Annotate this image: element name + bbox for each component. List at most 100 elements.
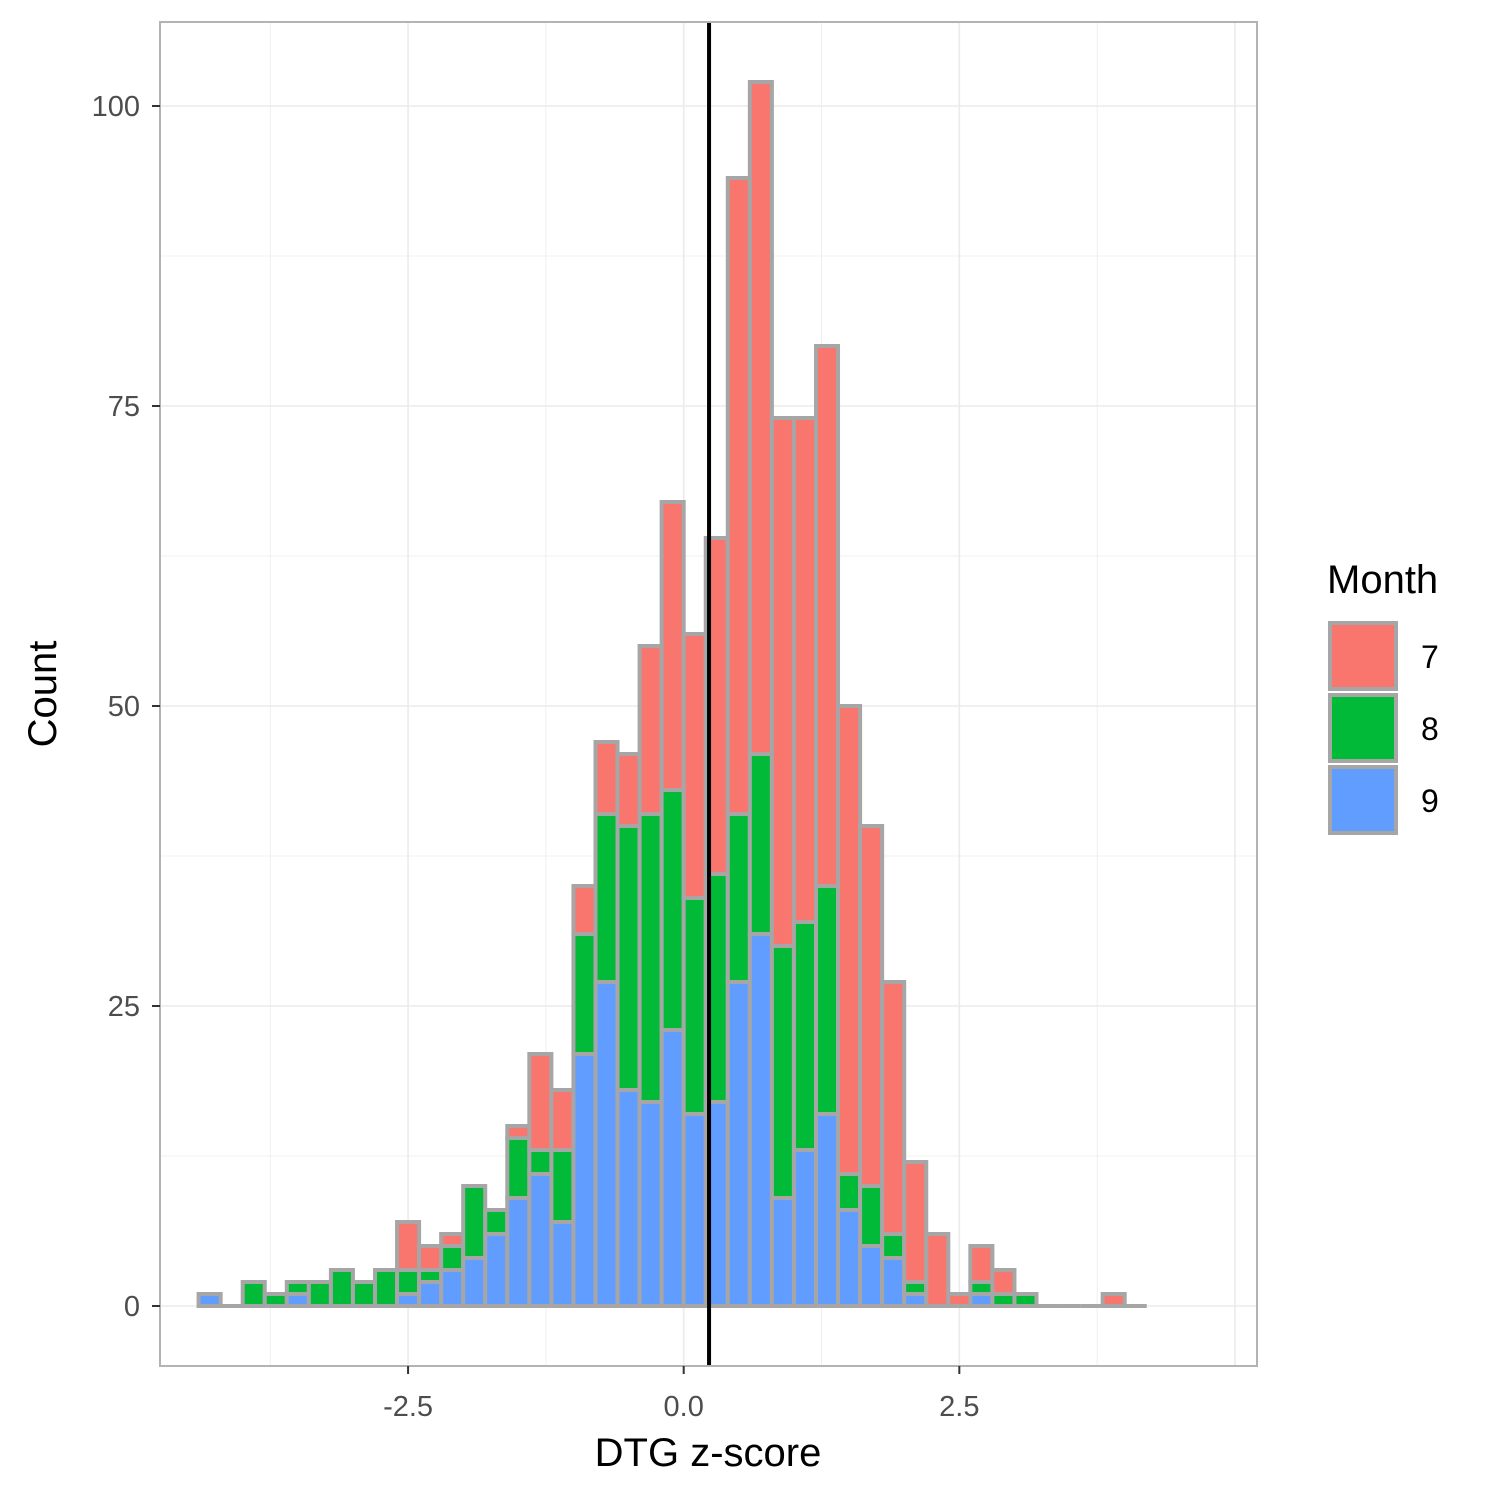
x-axis-title: DTG z-score (595, 1431, 822, 1475)
bar-month-8 (880, 1232, 907, 1260)
bar-month-7 (1100, 1292, 1127, 1308)
plot-panel-border (159, 21, 1258, 1367)
bar-month-8 (615, 824, 642, 1092)
x-tick-label: 2.5 (939, 1391, 979, 1423)
y-tick-label: 75 (108, 391, 140, 423)
bar-month-7 (571, 884, 598, 936)
bar-month-8 (659, 788, 686, 1032)
bar-month-7 (880, 980, 907, 1236)
bar-month-7 (924, 1232, 951, 1308)
bar-month-9 (593, 980, 620, 1308)
bar-month-7 (769, 416, 796, 948)
y-axis-ticks: 0 25 50 75 100 (92, 91, 160, 1323)
bar-month-8 (791, 920, 818, 1152)
bar-month-8 (483, 1208, 510, 1236)
bar-month-9 (725, 980, 752, 1308)
bar-month-8 (813, 884, 841, 1116)
bar-month-8 (769, 944, 796, 1200)
bar-month-9 (615, 1088, 642, 1308)
bar-month-8 (350, 1280, 377, 1308)
bar-month-8 (747, 752, 774, 936)
bar-month-9 (461, 1256, 488, 1308)
bar-month-9 (549, 1220, 576, 1308)
legend-label: 7 (1421, 639, 1439, 675)
bar-month-9 (483, 1232, 510, 1308)
bar-month-8 (593, 812, 620, 984)
x-tick-label: 0.0 (664, 1391, 704, 1423)
bar-month-7 (858, 824, 885, 1188)
bar-month-8 (328, 1268, 355, 1308)
bar-month-7 (395, 1220, 422, 1272)
bar-month-7 (747, 80, 774, 756)
bar-month-9 (791, 1148, 818, 1308)
bar-month-7 (615, 752, 642, 828)
y-tick-label: 0 (124, 1291, 140, 1323)
bar-month-7 (417, 1244, 444, 1272)
x-axis-ticks: -2.5 0.0 2.5 (383, 1366, 979, 1423)
y-tick-label: 50 (108, 691, 140, 723)
y-tick-label: 100 (92, 91, 140, 123)
bar-month-8 (505, 1136, 532, 1200)
bar-month-7 (946, 1292, 973, 1308)
legend-title: Month (1327, 558, 1438, 602)
bar-month-9 (747, 932, 774, 1308)
bar-month-7 (791, 416, 818, 924)
bar-month-9 (505, 1196, 532, 1308)
bar-month-7 (725, 176, 752, 816)
bar-month-8 (306, 1280, 333, 1308)
bar-month-9 (659, 1028, 686, 1308)
bar-month-8 (262, 1292, 289, 1308)
bar-month-8 (836, 1172, 863, 1212)
bar-month-7 (681, 632, 708, 900)
bar-month-9 (681, 1112, 708, 1308)
bar-month-8 (571, 932, 598, 1056)
bar-month-7 (505, 1124, 532, 1140)
bar-month-9 (439, 1268, 466, 1308)
bar-month-8 (439, 1244, 466, 1272)
bar-month-7 (902, 1160, 929, 1284)
bar-month-8 (1012, 1292, 1039, 1308)
bar-month-8 (549, 1148, 576, 1224)
bar-month-9 (417, 1280, 444, 1308)
bar-month-7 (439, 1232, 466, 1248)
bar-month-7 (968, 1244, 995, 1284)
bar-month-9 (196, 1292, 223, 1308)
bar-month-7 (990, 1268, 1017, 1296)
bar-month-9 (858, 1244, 885, 1308)
legend-key-month-8 (1328, 693, 1398, 763)
bar-month-7 (637, 644, 664, 816)
bar-month-8 (284, 1280, 311, 1296)
bar-month-9 (813, 1112, 841, 1308)
bar-month-9 (769, 1196, 796, 1308)
bar-month-7 (527, 1052, 554, 1152)
bar-month-9 (836, 1208, 863, 1308)
bar-month-8 (527, 1148, 554, 1176)
bar-month-8 (637, 812, 664, 1104)
bar-month-9 (527, 1172, 554, 1308)
bar-month-8 (858, 1184, 885, 1248)
legend-key-month-7 (1328, 621, 1398, 691)
legend-key-month-9 (1328, 765, 1398, 835)
bar-month-7 (549, 1088, 576, 1152)
bar-month-8 (372, 1268, 400, 1308)
bar-month-9 (571, 1052, 598, 1308)
y-axis-title: Count (21, 641, 65, 748)
bar-month-8 (725, 812, 752, 984)
bar-month-7 (813, 344, 841, 888)
y-tick-label: 25 (108, 991, 140, 1023)
bar-month-8 (461, 1184, 488, 1260)
stacked-bars (196, 80, 1147, 1308)
bar-month-9 (880, 1256, 907, 1308)
bar-month-8 (240, 1280, 267, 1308)
legend-label: 9 (1421, 783, 1439, 819)
bar-month-8 (681, 896, 708, 1116)
legend: Month 7 8 9 (1327, 558, 1439, 835)
legend-label: 8 (1421, 711, 1439, 747)
bar-month-7 (836, 704, 863, 1176)
x-tick-label: -2.5 (383, 1391, 433, 1423)
bar-month-7 (593, 740, 620, 816)
bar-month-8 (395, 1268, 422, 1296)
bar-month-9 (637, 1100, 664, 1308)
bar-month-7 (659, 500, 686, 792)
